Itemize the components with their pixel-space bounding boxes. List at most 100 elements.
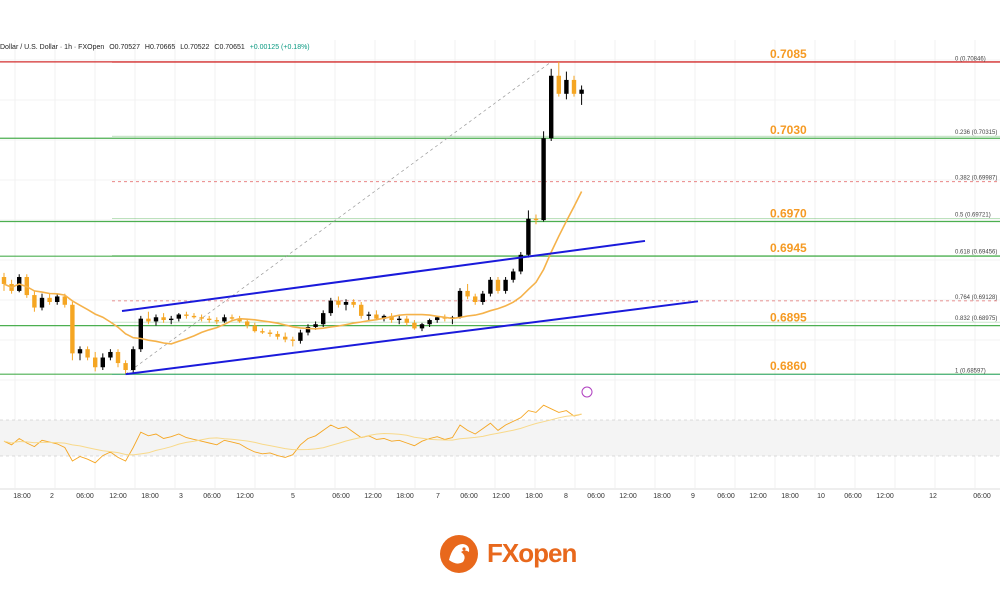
x-tick-label: 12: [929, 493, 937, 500]
brand-fx: FX: [487, 538, 519, 568]
candle-body: [419, 324, 425, 329]
x-tick-label: 06:00: [76, 493, 94, 500]
price-chart[interactable]: 0.7085 0.7030 0.6970 0.6945 0.6895 0.6860 0 (0…: [0, 40, 1000, 505]
level-label: 0.6945: [770, 241, 807, 255]
candle-body: [465, 290, 470, 297]
candle-body: [275, 333, 280, 337]
candle-body: [351, 302, 356, 305]
candle-body: [488, 279, 493, 294]
fib-label: 1 (0.68597): [955, 369, 986, 375]
candle-body: [328, 300, 333, 314]
x-tick-label: 06:00: [973, 493, 991, 500]
level-label: 0.7085: [770, 47, 807, 61]
candle-body: [1, 277, 7, 284]
fib-label: 0.382 (0.69987): [955, 176, 997, 182]
candle-body: [374, 314, 379, 319]
candle-body: [100, 357, 105, 368]
candle-body: [199, 317, 204, 319]
fib-label: 0.764 (0.69128): [955, 295, 997, 301]
high-value: H0.70665: [144, 44, 176, 51]
x-tick-label: 18:00: [13, 493, 31, 500]
candle-body: [222, 317, 227, 322]
candle-body: [503, 279, 508, 291]
chart-canvas: 0.7085 0.7030 0.6970 0.6945 0.6895 0.6860 0 (0…: [0, 40, 1000, 500]
x-tick-label: 06:00: [332, 493, 350, 500]
candle-body: [404, 318, 409, 323]
candle-body: [298, 332, 303, 341]
brand-name: FXopen: [487, 538, 577, 569]
open-value: O0.70527: [109, 44, 140, 51]
candle-body: [146, 318, 151, 322]
candle-body: [283, 336, 288, 340]
candle-body: [526, 218, 531, 255]
candle-body: [412, 322, 417, 329]
fib-trend-line: [125, 61, 552, 375]
x-tick-label: 10: [817, 493, 825, 500]
x-tick-label: 18:00: [781, 493, 799, 500]
change-value: +0.00125 (+0.18%): [249, 44, 310, 51]
candle-body: [457, 290, 463, 318]
candle-body: [427, 320, 432, 325]
candle-body: [495, 279, 501, 291]
candle-body: [518, 254, 523, 272]
rsi-band: [0, 420, 1000, 456]
candle-body: [579, 89, 584, 94]
rsi-line: [3, 404, 582, 464]
x-tick-label: 06:00: [717, 493, 735, 500]
x-tick-label: 06:00: [460, 493, 478, 500]
x-tick-label: 18:00: [525, 493, 543, 500]
candle-body: [62, 296, 67, 305]
candle-body: [123, 363, 128, 371]
brand-logo: FXopen: [437, 530, 597, 578]
candle-body: [267, 332, 273, 334]
x-tick-label: 12:00: [492, 493, 510, 500]
symbol-header: Dollar / U.S. Dollar · 1h · FXOpen O0.70…: [0, 44, 313, 51]
x-tick-label: 12:00: [364, 493, 382, 500]
x-tick-label: 06:00: [844, 493, 862, 500]
candle-body: [541, 138, 546, 221]
candle-body: [93, 357, 98, 368]
candle-body: [435, 317, 440, 321]
candle-body: [556, 75, 561, 94]
candle-body: [138, 318, 143, 350]
fib-label: 0.5 (0.69721): [955, 213, 991, 219]
rsi-ma-line: [3, 413, 582, 456]
candle-body: [176, 314, 181, 319]
level-label: 0.6895: [770, 311, 807, 325]
candle-body: [313, 324, 318, 327]
channel-upper-line: [121, 239, 646, 313]
candle-body: [336, 300, 341, 305]
channel-lower-line: [125, 300, 699, 376]
candle-body: [70, 304, 75, 354]
candle-body: [169, 318, 174, 321]
fib-label: 0.236 (0.70315): [955, 130, 997, 136]
x-tick-label: 12:00: [109, 493, 127, 500]
close-value: C0.70651: [214, 44, 245, 51]
candle-body: [359, 304, 364, 316]
candle-body: [343, 302, 349, 305]
candle-body: [184, 314, 189, 316]
x-tick-label: 8: [564, 493, 568, 500]
candle-body: [564, 79, 569, 94]
candle-body: [381, 315, 387, 319]
level-label: 0.7030: [770, 123, 807, 137]
candle-body: [245, 321, 250, 326]
level-label: 0.6970: [770, 207, 807, 221]
candle-body: [305, 326, 311, 333]
candle-body: [389, 315, 394, 321]
candle-body: [229, 317, 235, 319]
candle-body: [85, 349, 90, 358]
candle-body: [366, 314, 371, 316]
candle-body: [191, 315, 197, 318]
candle-body: [260, 331, 265, 333]
candle-body: [252, 325, 257, 332]
candle-body: [207, 318, 212, 321]
x-tick-label: 18:00: [396, 493, 414, 500]
candle-body: [237, 318, 242, 322]
candle-body: [77, 349, 83, 354]
x-tick-label: 06:00: [587, 493, 605, 500]
candle-body: [115, 351, 121, 364]
x-tick-label: 9: [691, 493, 695, 500]
x-tick-label: 2: [50, 493, 54, 500]
x-tick-label: 18:00: [141, 493, 159, 500]
